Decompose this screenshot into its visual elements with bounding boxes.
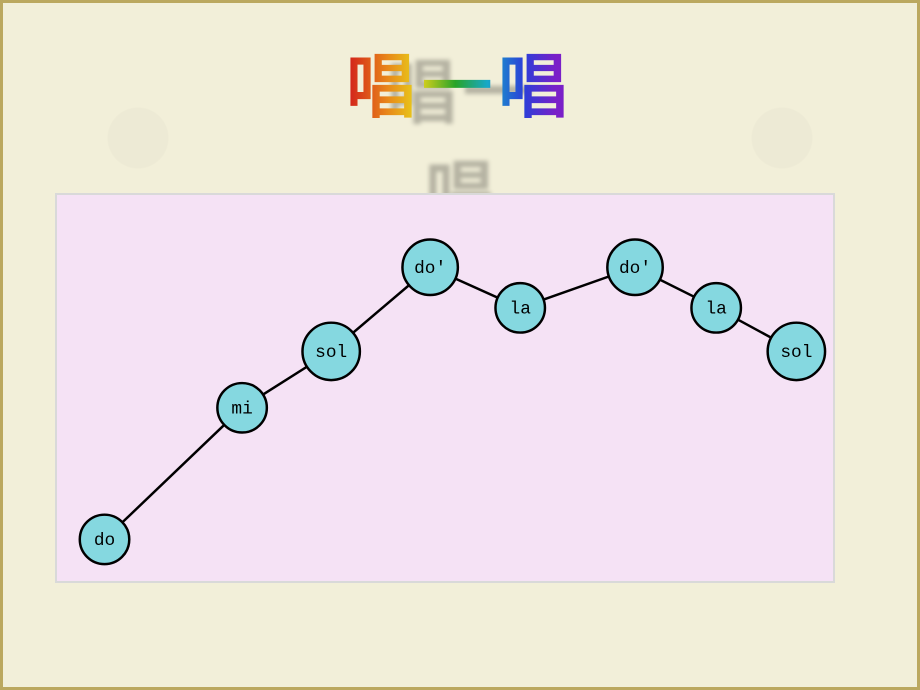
chart-edge [105, 408, 243, 540]
chart-node-label: do' [619, 259, 651, 279]
chart-node-label: la [706, 300, 728, 320]
page-title: 唱一唱 唱一唱 [3, 31, 917, 132]
chart-node-label: mi [231, 399, 252, 419]
chart-node-label: la [510, 300, 532, 320]
melody-chart: do mi sol do' la do' la sol [55, 193, 835, 583]
chart-node-label: sol [315, 343, 347, 363]
chart-node-label: do' [414, 259, 446, 279]
chart-svg: do mi sol do' la do' la sol [57, 195, 833, 581]
chart-node-label: do [94, 531, 115, 551]
chart-node-label: sol [780, 343, 812, 363]
title-gradient: 唱一唱 [346, 50, 574, 127]
